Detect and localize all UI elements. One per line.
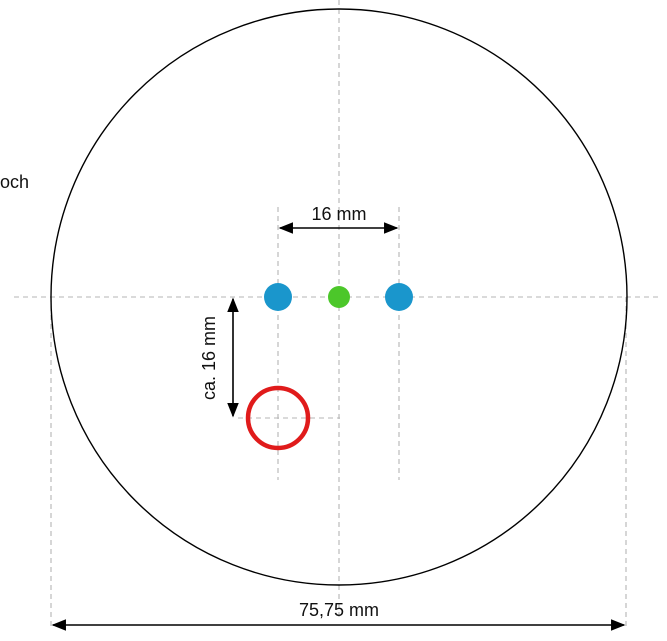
- left-hole-dot: [264, 283, 292, 311]
- vertical-offset-label: ca. 16 mm: [199, 316, 219, 400]
- hole-spacing-label: 16 mm: [311, 204, 366, 224]
- right-hole-dot: [385, 283, 413, 311]
- center-dot: [328, 286, 350, 308]
- construction-guides: [14, 0, 660, 628]
- diameter-label: 75,75 mm: [299, 600, 379, 620]
- offscreen-text-fragment: och: [0, 172, 29, 192]
